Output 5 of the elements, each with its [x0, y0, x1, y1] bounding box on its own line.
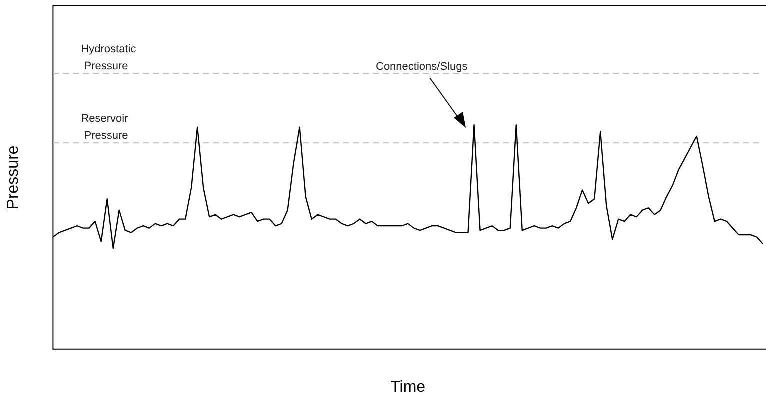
ref-line-label: Reservoir Pressure — [81, 113, 129, 142]
y-axis-title: Pressure — [5, 146, 22, 210]
ref-line-label: Hydrostatic Pressure — [81, 44, 137, 73]
text: Connections/Slugs — [376, 61, 468, 73]
x-axis-title: Time — [390, 378, 426, 396]
